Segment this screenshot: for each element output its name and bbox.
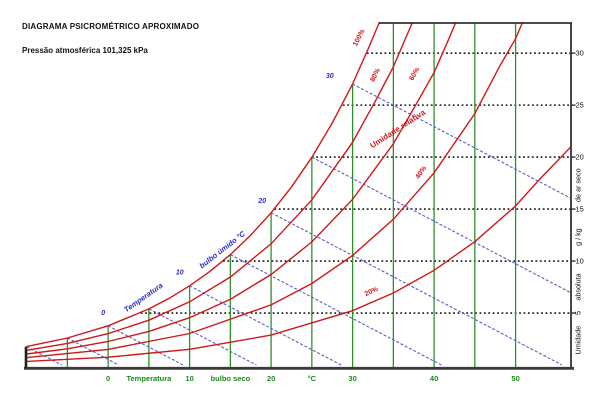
y-axis-label: 30 [576,49,584,58]
annotation-umidade-relativa: Umidade relativa [368,107,427,150]
x-axis-label: bulbo seco [211,374,251,383]
x-axis-label: 50 [511,374,519,383]
chart-subtitle: Pressão atmosférica 101,325 kPa [22,46,148,55]
y-axis-label: 15 [576,205,584,214]
rh-curves [26,22,572,363]
rh-curve-40 [26,22,524,359]
annotation-10: 10 [176,270,184,277]
annotation-100-: 100% [352,28,367,48]
chart-title: DIAGRAMA PSICROMÉTRICO APROXIMADO [22,22,200,31]
annotation-80-: 80% [369,67,382,83]
x-axis-label: 10 [185,374,193,383]
y-axis-label: 10 [576,257,584,266]
y-axis-label: 5 [574,311,583,315]
x-axis-label: 20 [267,374,275,383]
wet-bulb-line [270,212,563,366]
y-axis-label: 20 [576,153,584,162]
wet-bulb-line [311,156,572,294]
y-axis-label: Umidade [574,326,583,355]
y-axis-labels: Umidade 5 absoluta 10 g / kg 15 de ar seco 20 25… [574,49,584,355]
rh-curve-80 [26,22,414,351]
x-axis-label: 40 [430,374,438,383]
y-axis-label: de ar seco [574,168,583,202]
x-axis-label: °C [308,374,317,383]
axis-borders [24,22,574,370]
rh-curve-20 [26,146,572,363]
rh-curve-60 [26,22,457,355]
annotation-40-: 40% [415,164,429,180]
annotation-temperatura: Temperatura [122,281,164,314]
wet-bulb-line [148,308,257,366]
annotation-20: 20 [257,198,266,205]
chart-header: DIAGRAMA PSICROMÉTRICO APROXIMADO Pressã… [22,22,199,55]
rh-curve-100 [26,22,381,348]
x-axis-labels: 0 Temperatura 10 bulbo seco 20 °C 30 40 50 [106,374,520,383]
wet-bulb-line [352,83,572,199]
x-axis-label: 30 [348,374,356,383]
annotation-60-: 60% [408,66,421,82]
humidity-gridlines [140,52,576,314]
x-axis-label: Temperatura [126,374,172,383]
y-axis-label: absoluta [574,273,583,300]
dry-bulb-gridlines [66,23,517,367]
annotations: 100% 80% 60% 40% 20% Umidade relativa Temperat… [101,28,429,317]
wet-bulb-line [230,254,442,366]
annotation-0: 0 [101,310,105,317]
annotation-30: 30 [326,73,334,80]
annotation-bulbo-mido-c: bulbo úmido °C [198,229,248,271]
wet-bulb-lines [26,83,572,366]
y-axis-label: 25 [576,101,584,110]
x-axis-label: 0 [106,374,110,383]
annotation-20-: 20% [364,285,380,298]
y-axis-label: g / kg [574,228,583,246]
